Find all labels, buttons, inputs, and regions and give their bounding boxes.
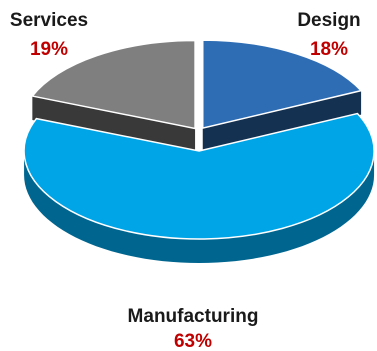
pie-cut-services-0	[32, 96, 196, 153]
slice-label-design: Design	[297, 10, 360, 31]
pie-top-layer	[23, 39, 375, 240]
pie-slice-design	[202, 39, 363, 130]
pie-side-manufacturing	[24, 151, 375, 263]
slice-label-services: Services	[10, 10, 88, 31]
pie-slice-services	[31, 39, 196, 130]
pie-label-layer: Design 18% Manufacturing 63% Services 19%	[10, 10, 361, 351]
slice-label-manufacturing: Manufacturing	[128, 306, 259, 327]
pie-cut-design-1	[202, 90, 362, 153]
slice-percent-manufacturing: 63%	[174, 331, 212, 351]
pie-slice-manufacturing	[23, 112, 375, 240]
slice-percent-services: 19%	[30, 39, 68, 60]
slice-percent-design: 18%	[310, 39, 348, 60]
